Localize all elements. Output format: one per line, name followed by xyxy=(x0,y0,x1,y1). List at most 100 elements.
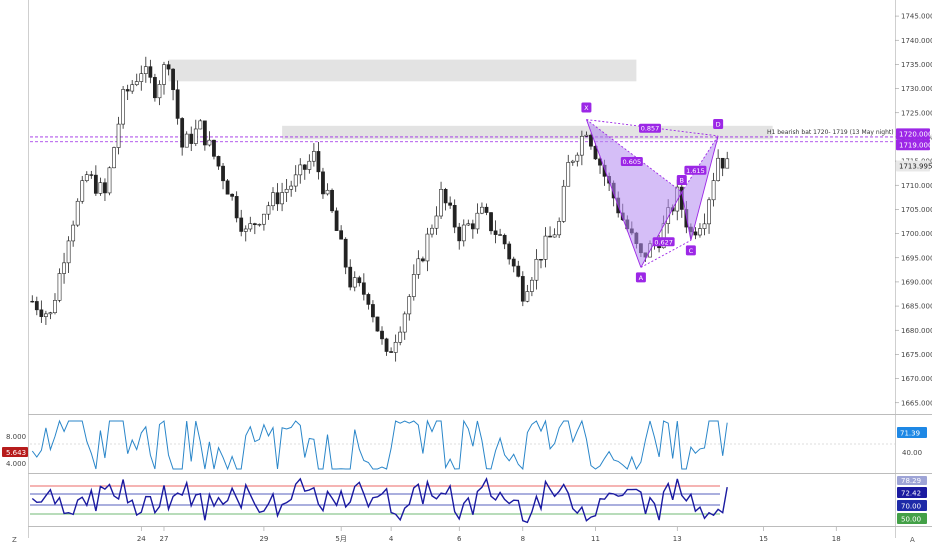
candle-down xyxy=(180,118,185,148)
ind2-tag-1: 72.42 xyxy=(901,490,921,498)
time-label: 15 xyxy=(759,535,768,543)
candle-up xyxy=(430,227,434,235)
candle-up xyxy=(698,228,702,236)
candle-down xyxy=(321,171,325,195)
candle-down xyxy=(343,238,348,268)
candle-up xyxy=(579,135,584,156)
pattern-leg-0 xyxy=(585,119,642,268)
ind1-right-tag: 71.39 xyxy=(900,430,920,438)
candle-up xyxy=(398,331,403,343)
price-tag-2: 1713.995 xyxy=(899,162,932,170)
candle-up xyxy=(293,174,298,187)
candle-down xyxy=(384,338,389,352)
candle-up xyxy=(575,154,580,162)
price-tag-bg-0 xyxy=(896,128,930,140)
pattern-point-x-bg xyxy=(581,102,592,113)
time-axis[interactable]: 24 27 29 5月 4 6 8 11 13 15 18 xyxy=(137,527,841,543)
time-label: 24 xyxy=(137,535,146,543)
candle-up xyxy=(280,192,284,205)
ind2-tag-bg-1 xyxy=(897,487,927,498)
ind1-left-label-low: 4.000 xyxy=(6,460,26,468)
ind2-tag-bg-3 xyxy=(897,513,927,524)
price-label: 1680.000 xyxy=(901,327,932,335)
price-label: 1710.000 xyxy=(901,182,932,190)
candle-up xyxy=(557,221,562,236)
candle-down xyxy=(366,294,371,305)
candle-down xyxy=(539,258,543,261)
ind1-right-level: 40.00 xyxy=(902,449,922,457)
price-tag-bg-1 xyxy=(896,139,930,151)
price-label: 1675.000 xyxy=(901,351,932,359)
candle-up xyxy=(311,151,316,162)
pattern-point-b-bg xyxy=(676,175,687,186)
pattern-bcd-fill xyxy=(681,135,719,241)
candle-down xyxy=(89,174,94,176)
candle-down xyxy=(93,174,98,194)
zoom-toggle[interactable]: Z xyxy=(12,536,17,544)
price-label: 1695.000 xyxy=(901,254,932,262)
candle-down xyxy=(171,68,175,91)
candle-up xyxy=(112,147,116,169)
candle-up xyxy=(525,291,530,302)
candle-down xyxy=(516,265,521,277)
auto-scale-toggle[interactable]: A xyxy=(910,536,915,544)
pattern-xab-fill xyxy=(586,119,682,268)
candle-down xyxy=(39,309,44,317)
candle-up xyxy=(44,313,48,317)
candle-down xyxy=(125,89,130,92)
candle-down xyxy=(239,217,244,232)
candle-up xyxy=(702,223,707,229)
candle-up xyxy=(543,235,548,260)
price-tag-bg-2 xyxy=(896,160,930,172)
oscillator-pane-1 xyxy=(30,419,895,471)
candle-down xyxy=(489,212,493,232)
pattern-ratio-1: 0.605 xyxy=(623,158,642,166)
candle-up xyxy=(461,224,466,242)
candle-up xyxy=(162,64,166,85)
price-label: 1690.000 xyxy=(901,278,932,286)
pattern-point-x: X xyxy=(584,104,589,112)
time-label: 18 xyxy=(832,535,841,543)
time-label: 11 xyxy=(591,535,600,543)
ind2-tag-bg-2 xyxy=(897,500,927,511)
ind2-tag-3: 50.00 xyxy=(901,516,921,524)
ind1-right-tag-bg xyxy=(897,427,927,438)
candle-up xyxy=(66,240,71,264)
candle-up xyxy=(116,123,121,148)
candle-down xyxy=(375,316,380,332)
pattern-annotation[interactable]: H1 bearish bat 1720- 1719 (13 May night) xyxy=(767,129,894,136)
time-label: 6 xyxy=(457,535,462,543)
price-label: 1735.000 xyxy=(901,61,932,69)
candle-down xyxy=(212,139,216,157)
candle-down xyxy=(498,234,502,236)
candle-down xyxy=(334,210,339,231)
candle-down xyxy=(330,189,334,212)
candle-up xyxy=(439,189,443,217)
ind2-tag-0: 78.29 xyxy=(901,477,921,485)
candle-up xyxy=(57,273,62,301)
candle-down xyxy=(30,300,35,303)
candle-up xyxy=(466,223,471,226)
candle-up xyxy=(248,223,253,230)
candle-up xyxy=(266,205,271,215)
candle-down xyxy=(348,266,353,288)
candle-up xyxy=(257,223,262,226)
price-tag-1: 1719.000 xyxy=(899,141,932,149)
candle-up xyxy=(402,313,407,333)
candle-up xyxy=(352,277,357,288)
time-label: 4 xyxy=(389,535,394,543)
price-label: 1705.000 xyxy=(901,206,932,214)
candle-up xyxy=(480,206,484,214)
candle-up xyxy=(271,192,275,207)
candle-down xyxy=(103,182,107,194)
bat-harmonic-pattern[interactable]: X A B C D 0.857 0.605 1.615 0.627 xyxy=(581,102,724,283)
candle-up xyxy=(71,224,76,242)
time-label: 27 xyxy=(160,535,169,543)
pattern-leg-6 xyxy=(681,135,719,193)
candle-down xyxy=(216,156,221,167)
candle-down xyxy=(493,230,498,235)
pattern-ratio-3: 0.627 xyxy=(654,238,673,246)
candle-up xyxy=(570,160,575,163)
time-label: 8 xyxy=(521,535,525,543)
